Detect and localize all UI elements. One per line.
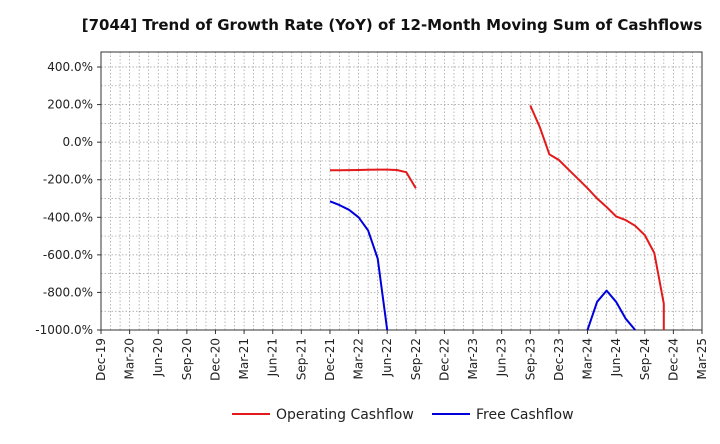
x-tick-label: Sep-21 [294, 338, 308, 380]
x-tick-label: Dec-23 [552, 338, 566, 381]
y-tick-label: -600.0% [43, 248, 93, 262]
chart-title: [7044] Trend of Growth Rate (YoY) of 12-… [82, 16, 703, 34]
series-line [586, 289, 636, 331]
x-tick-label: Sep-22 [409, 338, 423, 380]
x-tick-label: Dec-19 [94, 338, 108, 381]
x-tick-label: Dec-22 [437, 338, 451, 381]
x-tick-label: Dec-21 [323, 338, 337, 381]
legend-label: Free Cashflow [476, 407, 574, 423]
x-tick-label: Jun-23 [495, 338, 509, 377]
series-line [330, 168, 417, 189]
series-line [329, 200, 389, 331]
y-tick-label: 200.0% [47, 98, 93, 112]
y-tick-label: -400.0% [43, 210, 93, 224]
legend: Operating Cashflow Free Cashflow [232, 407, 574, 423]
grid [100, 52, 703, 331]
y-tick-label: 0.0% [63, 135, 94, 149]
x-tick-label: Mar-25 [695, 338, 709, 379]
plot-frame [100, 51, 703, 331]
x-tick-label: Mar-23 [466, 338, 480, 379]
series-line [529, 105, 665, 330]
x-tick-label: Jun-22 [380, 338, 394, 377]
x-tick-label: Mar-21 [237, 338, 251, 379]
y-tick-label: -1000.0% [35, 323, 93, 337]
x-tick-label: Mar-22 [352, 338, 366, 379]
x-tick-label: Mar-24 [581, 338, 595, 379]
y-tick-label: 400.0% [47, 60, 93, 74]
x-tick-label: Sep-20 [180, 338, 194, 380]
x-tick-label: Mar-20 [123, 338, 137, 379]
axes: 400.0% 200.0% 0.0% -200.0% -400.0% -600.0% -80… [35, 51, 709, 381]
x-tick-label: Sep-23 [523, 338, 537, 380]
x-tick-label: Jun-20 [151, 338, 165, 377]
series-lines [329, 105, 665, 331]
x-tick-label: Jun-21 [266, 338, 280, 377]
y-tick-label: -800.0% [43, 285, 93, 299]
x-tick-label: Jun-24 [609, 338, 623, 377]
legend-label: Operating Cashflow [276, 407, 414, 423]
x-tick-label: Dec-20 [208, 338, 222, 381]
x-tick-label: Dec-24 [666, 338, 680, 381]
y-tick-label: -200.0% [43, 173, 93, 187]
x-tick-label: Sep-24 [638, 338, 652, 380]
